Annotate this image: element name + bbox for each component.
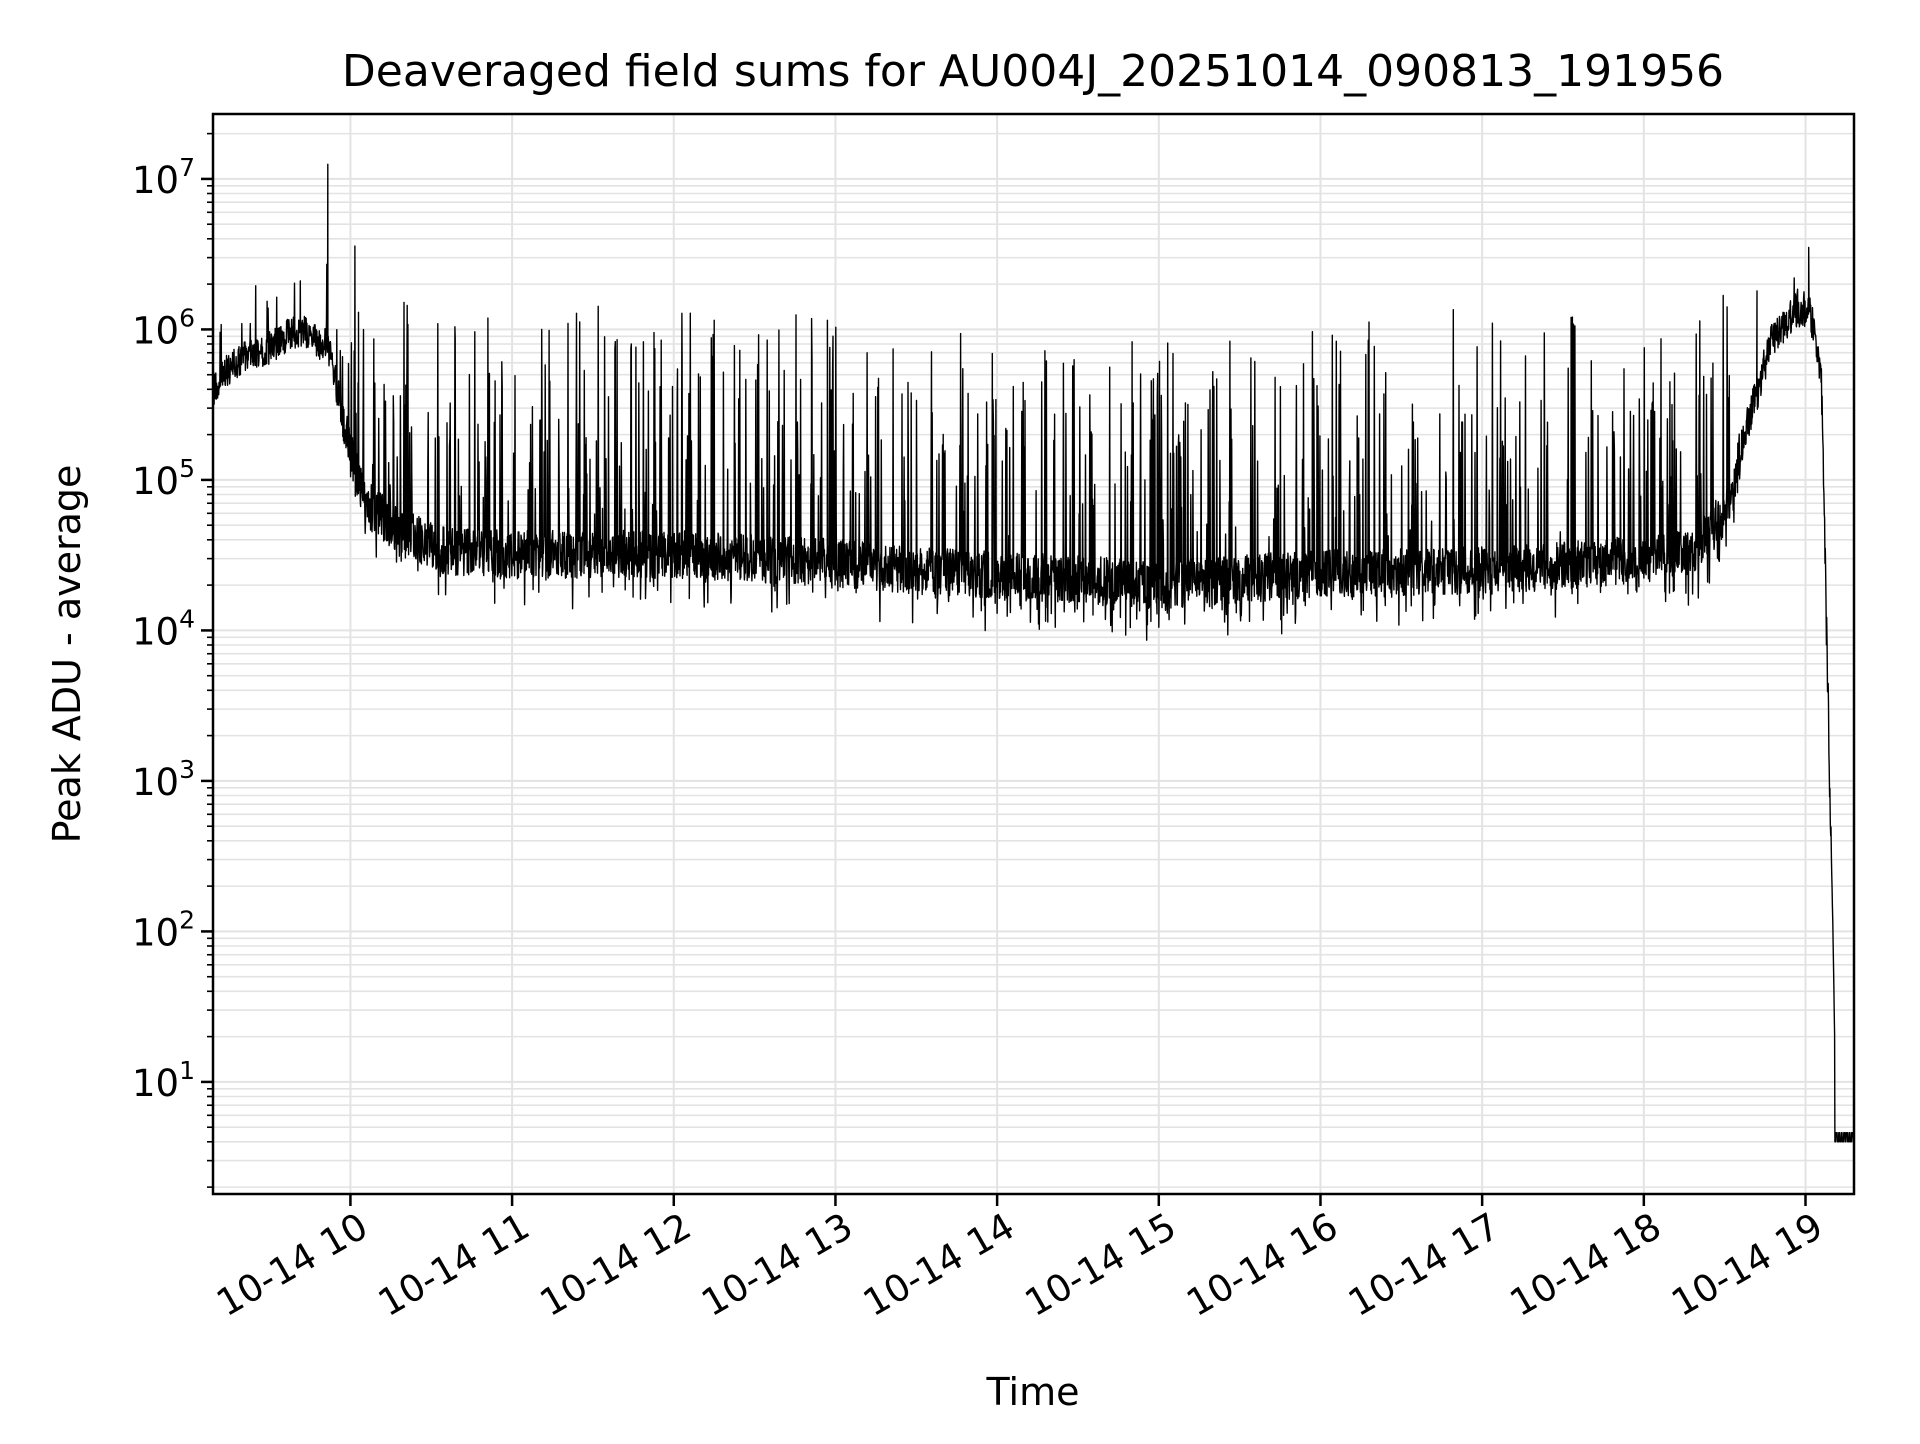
y-tick-exponent-2: 3	[179, 755, 195, 784]
y-tick-exponent-5: 6	[179, 303, 195, 332]
y-tick-base-4: 10	[132, 460, 179, 503]
y-tick-label-4: 105	[132, 454, 195, 503]
x-axis-label: Time	[986, 1370, 1080, 1414]
y-tick-base-5: 10	[132, 309, 179, 352]
y-tick-base-2: 10	[132, 761, 179, 804]
series-line-deaveraged-field-sum	[213, 163, 1854, 1143]
grid-layer	[213, 114, 1854, 1194]
y-tick-base-1: 10	[132, 911, 179, 954]
chart-title: Deaveraged field sums for AU004J_2025101…	[342, 46, 1724, 97]
y-tick-label-2: 103	[132, 755, 195, 804]
series-layer	[213, 163, 1854, 1143]
y-tick-exponent-0: 1	[179, 1056, 195, 1085]
y-tick-exponent-3: 4	[179, 604, 195, 633]
y-tick-exponent-4: 5	[179, 454, 195, 483]
y-tick-label-5: 106	[132, 303, 195, 352]
y-tick-exponent-1: 2	[179, 905, 195, 934]
y-axis-label: Peak ADU - average	[45, 465, 89, 844]
y-tick-label-0: 101	[132, 1056, 195, 1105]
y-tick-base-6: 10	[132, 159, 179, 202]
y-tick-exponent-6: 7	[179, 153, 195, 182]
y-tick-base-0: 10	[132, 1062, 179, 1105]
y-tick-label-3: 104	[132, 604, 195, 653]
y-tick-label-1: 102	[132, 905, 195, 954]
y-tick-label-6: 107	[132, 153, 195, 202]
y-tick-base-3: 10	[132, 610, 179, 653]
